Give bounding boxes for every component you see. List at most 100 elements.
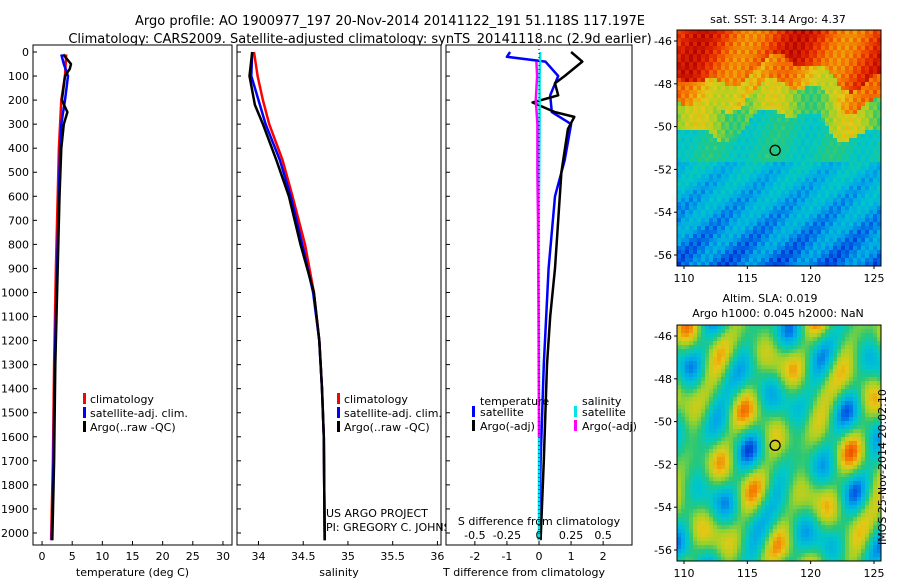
map-cell [873, 250, 877, 254]
map-cell [821, 122, 825, 126]
map-cell [689, 202, 693, 206]
map-cell [685, 361, 689, 365]
map-cell [813, 250, 817, 254]
map-cell [857, 30, 861, 34]
map-cell [841, 74, 845, 78]
map-cell [857, 206, 861, 210]
map-cell [877, 393, 881, 397]
map-cell [721, 42, 725, 46]
map-cell [705, 325, 709, 329]
map-cell [721, 50, 725, 54]
map-cell [793, 345, 797, 349]
map-cell [813, 122, 817, 126]
legend-label: climatology [90, 393, 154, 406]
map-cell [701, 377, 705, 381]
map-cell [861, 78, 865, 82]
map-cell [721, 341, 725, 345]
map-cell [845, 234, 849, 238]
map-cell [737, 170, 741, 174]
map-cell [777, 329, 781, 333]
map-cell [685, 118, 689, 122]
map-cell [785, 110, 789, 114]
map-cell [725, 230, 729, 234]
map-cell [813, 62, 817, 66]
map-cell [865, 262, 869, 266]
map-cell [745, 170, 749, 174]
map-cell [753, 142, 757, 146]
map-cell [681, 142, 685, 146]
map-cell [697, 90, 701, 94]
map-cell [861, 393, 865, 397]
map-cell [801, 42, 805, 46]
map-cell [685, 70, 689, 74]
map-cell [813, 333, 817, 337]
map-cell [861, 82, 865, 86]
map-cell [813, 437, 817, 441]
map-cell [685, 254, 689, 258]
map-cell [837, 134, 841, 138]
map-cell [849, 393, 853, 397]
map-cell [797, 66, 801, 70]
map-cell [845, 126, 849, 130]
map-cell [861, 441, 865, 445]
map-cell [857, 226, 861, 230]
map-cell [805, 126, 809, 130]
map-cell [757, 126, 761, 130]
map-cell [821, 437, 825, 441]
map-cell [861, 349, 865, 353]
map-cell [793, 329, 797, 333]
map-cell [717, 134, 721, 138]
map-cell [849, 138, 853, 142]
map-cell [745, 70, 749, 74]
map-cell [825, 425, 829, 429]
map-cell [793, 146, 797, 150]
map-cell [773, 333, 777, 337]
map-cell [733, 50, 737, 54]
map-cell [793, 457, 797, 461]
map-cell [801, 353, 805, 357]
map-cell [753, 389, 757, 393]
map-cell [681, 405, 685, 409]
map-cell [829, 337, 833, 341]
map-cell [861, 449, 865, 453]
map-cell [693, 333, 697, 337]
map-cell [725, 353, 729, 357]
map-cell [861, 353, 865, 357]
map-cell [761, 385, 765, 389]
map-cell [873, 210, 877, 214]
map-cell [745, 397, 749, 401]
map-cell [817, 226, 821, 230]
map-cell [769, 110, 773, 114]
map-cell [741, 365, 745, 369]
map-cell [801, 373, 805, 377]
map-cell [849, 361, 853, 365]
map-cell [749, 417, 753, 421]
map-cell [741, 389, 745, 393]
map-cell [853, 405, 857, 409]
map-cell [817, 254, 821, 258]
map-cell [705, 421, 709, 425]
map-cell [817, 58, 821, 62]
map-cell [869, 377, 873, 381]
map-cell [773, 106, 777, 110]
map-cell [825, 373, 829, 377]
map-cell [717, 58, 721, 62]
map-cell [809, 218, 813, 222]
map-cell [773, 357, 777, 361]
map-cell [821, 90, 825, 94]
map-cell [717, 365, 721, 369]
map-cell [857, 110, 861, 114]
map-cell [793, 82, 797, 86]
map-cell [713, 262, 717, 266]
map-cell [689, 373, 693, 377]
legend-swatch [574, 420, 577, 431]
map-cell [709, 118, 713, 122]
map-cell [821, 222, 825, 226]
map-cell [853, 30, 857, 34]
map-cell [717, 246, 721, 250]
legend-label: Argo(-adj) [582, 420, 637, 433]
map-cell [749, 82, 753, 86]
map-cell [801, 417, 805, 421]
map-cell [809, 118, 813, 122]
map-cell [877, 106, 881, 110]
